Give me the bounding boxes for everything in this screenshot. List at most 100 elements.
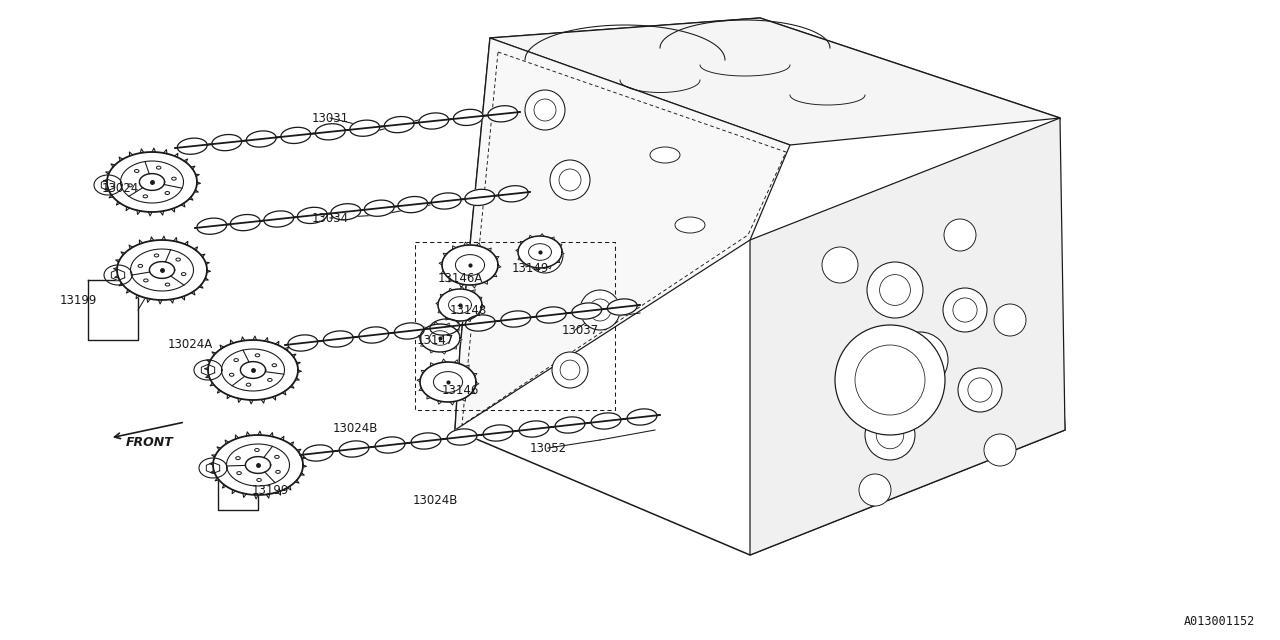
Polygon shape — [520, 421, 549, 437]
Polygon shape — [526, 264, 529, 267]
Polygon shape — [398, 196, 428, 212]
Ellipse shape — [650, 147, 680, 163]
Circle shape — [552, 352, 588, 388]
Text: 13199: 13199 — [251, 483, 289, 497]
Polygon shape — [105, 188, 109, 190]
Polygon shape — [440, 294, 443, 297]
Polygon shape — [201, 365, 215, 376]
Polygon shape — [462, 397, 466, 401]
Circle shape — [984, 434, 1016, 466]
Polygon shape — [454, 360, 458, 364]
Polygon shape — [287, 486, 291, 490]
Polygon shape — [298, 370, 302, 372]
Text: A013001152: A013001152 — [1184, 615, 1254, 628]
Polygon shape — [495, 257, 499, 259]
Polygon shape — [297, 362, 301, 365]
Polygon shape — [114, 268, 118, 270]
Polygon shape — [210, 383, 214, 386]
Polygon shape — [297, 207, 328, 223]
Circle shape — [580, 290, 620, 330]
Polygon shape — [520, 241, 524, 244]
Polygon shape — [111, 164, 115, 167]
Polygon shape — [434, 322, 438, 324]
Polygon shape — [200, 285, 204, 288]
Text: 13148: 13148 — [449, 303, 486, 317]
Polygon shape — [280, 436, 284, 440]
Polygon shape — [232, 490, 236, 493]
Polygon shape — [282, 391, 285, 395]
Polygon shape — [443, 253, 447, 257]
Polygon shape — [301, 473, 305, 475]
Polygon shape — [430, 363, 434, 366]
Polygon shape — [375, 437, 404, 453]
Polygon shape — [384, 116, 415, 132]
Polygon shape — [591, 413, 621, 429]
Polygon shape — [211, 134, 242, 150]
Polygon shape — [212, 352, 216, 355]
Polygon shape — [471, 290, 475, 293]
Polygon shape — [421, 371, 425, 373]
Polygon shape — [463, 242, 468, 246]
Text: 13052: 13052 — [530, 442, 567, 454]
Circle shape — [527, 237, 563, 273]
Polygon shape — [460, 338, 462, 341]
Polygon shape — [556, 417, 585, 433]
Circle shape — [525, 90, 564, 130]
Polygon shape — [365, 200, 394, 216]
Text: 13024A: 13024A — [168, 339, 212, 351]
Polygon shape — [548, 266, 550, 269]
Polygon shape — [481, 305, 484, 308]
Polygon shape — [296, 480, 300, 483]
Polygon shape — [349, 120, 380, 136]
Polygon shape — [518, 236, 562, 268]
Polygon shape — [178, 138, 207, 154]
Polygon shape — [454, 18, 1065, 555]
Polygon shape — [562, 252, 564, 255]
Polygon shape — [447, 323, 451, 326]
Polygon shape — [189, 197, 193, 200]
Polygon shape — [479, 297, 483, 300]
Circle shape — [550, 160, 590, 200]
Polygon shape — [201, 254, 205, 257]
Polygon shape — [119, 283, 123, 286]
Polygon shape — [529, 236, 532, 238]
Polygon shape — [453, 246, 456, 250]
Polygon shape — [460, 287, 465, 289]
Polygon shape — [225, 440, 229, 444]
Polygon shape — [101, 179, 115, 191]
Polygon shape — [449, 401, 454, 405]
Ellipse shape — [675, 217, 705, 233]
Polygon shape — [150, 237, 154, 241]
Polygon shape — [324, 331, 353, 347]
Polygon shape — [106, 172, 110, 174]
Polygon shape — [297, 449, 301, 452]
Circle shape — [995, 304, 1027, 336]
Polygon shape — [627, 409, 657, 425]
Polygon shape — [394, 323, 424, 339]
Polygon shape — [129, 245, 133, 249]
Polygon shape — [266, 494, 270, 498]
Polygon shape — [442, 351, 447, 354]
Polygon shape — [206, 376, 210, 378]
Polygon shape — [137, 211, 141, 214]
Polygon shape — [303, 445, 333, 461]
Polygon shape — [445, 317, 449, 320]
Polygon shape — [191, 291, 195, 295]
Polygon shape — [750, 118, 1065, 555]
Text: 13147: 13147 — [416, 333, 453, 346]
Polygon shape — [152, 148, 156, 152]
Polygon shape — [259, 431, 261, 435]
Polygon shape — [264, 211, 293, 227]
Polygon shape — [206, 262, 210, 264]
Polygon shape — [270, 433, 273, 436]
Polygon shape — [127, 207, 129, 211]
Polygon shape — [438, 289, 483, 321]
Polygon shape — [456, 330, 460, 332]
Polygon shape — [490, 18, 1060, 145]
Polygon shape — [108, 152, 197, 212]
Polygon shape — [223, 484, 227, 488]
Polygon shape — [438, 310, 440, 313]
Polygon shape — [426, 396, 430, 399]
Circle shape — [835, 325, 945, 435]
Polygon shape — [476, 243, 480, 246]
